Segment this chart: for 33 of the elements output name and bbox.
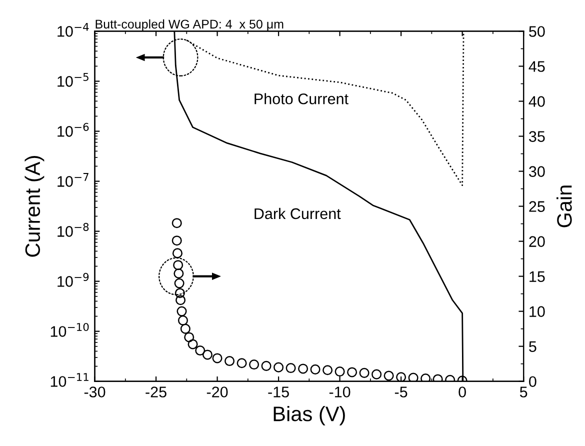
y-tick-label: 10$^{−6}$ bbox=[58, 122, 89, 137]
y2-axis-title: Gain bbox=[556, 186, 572, 228]
y2-tick-label: 30 bbox=[529, 166, 545, 177]
x-axis-title: Bias (V) bbox=[274, 406, 345, 426]
annotation: Photo Current bbox=[254, 93, 348, 104]
y-tick-label: 10$^{−7}$ bbox=[58, 173, 88, 187]
annotation: Dark Current bbox=[254, 208, 341, 220]
x-tick-label: -25 bbox=[146, 386, 166, 398]
y2-tick-label: 20 bbox=[529, 236, 545, 247]
y2-tick-label: 5 bbox=[529, 341, 536, 352]
y-tick-label: 10$^{−10}$ bbox=[50, 322, 89, 337]
x-tick-label: 5 bbox=[520, 386, 528, 398]
y-axis-title: Current (A) bbox=[24, 156, 44, 257]
y-tick-label: 10$^{−11}$ bbox=[50, 373, 88, 387]
x-tick-label: -10 bbox=[329, 386, 350, 398]
y-tick-label: 10$^{−5}$ bbox=[58, 73, 88, 87]
y-tick-label: 10$^{−4}$ bbox=[58, 23, 89, 37]
x-tick-label: -5 bbox=[394, 386, 408, 398]
y2-tick-label: 35 bbox=[529, 131, 545, 142]
x-tick-label: -30 bbox=[84, 386, 106, 398]
y-tick-label: 10$^{−9}$ bbox=[58, 272, 89, 287]
y2-tick-label: 45 bbox=[528, 61, 545, 72]
x-tick-label: 0 bbox=[458, 386, 466, 398]
y2-tick-label: 40 bbox=[528, 96, 545, 107]
chart-title: Butt-coupled WG APD: 4 x 50 μm bbox=[96, 19, 284, 32]
y-tick-label: 10$^{−8}$ bbox=[58, 222, 89, 237]
y2-tick-label: 10 bbox=[530, 306, 545, 317]
x-tick-label: -15 bbox=[268, 386, 289, 398]
y2-tick-label: 0 bbox=[529, 376, 536, 388]
x-tick-label: -20 bbox=[206, 386, 228, 398]
y2-tick-label: 25 bbox=[529, 201, 545, 212]
y2-tick-label: 50 bbox=[529, 26, 545, 37]
y2-tick-label: 15 bbox=[530, 271, 545, 282]
